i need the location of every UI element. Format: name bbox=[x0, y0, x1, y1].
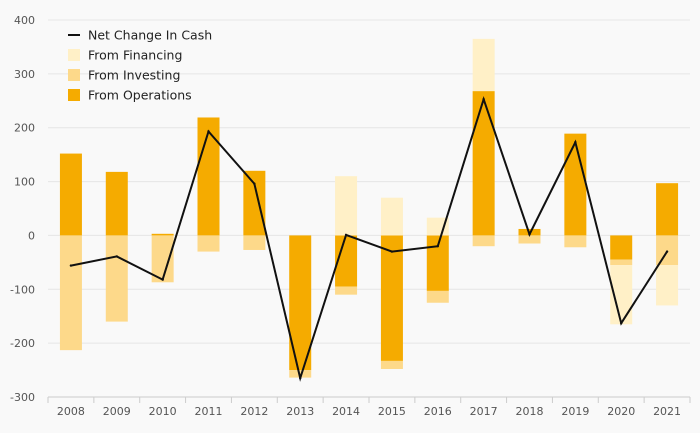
bar-from-investing-2017 bbox=[472, 235, 495, 247]
x-tick-label: 2008 bbox=[57, 405, 85, 418]
bar-from-operations-2020 bbox=[610, 235, 633, 260]
y-tick-label: 100 bbox=[14, 176, 35, 189]
bar-from-investing-2016 bbox=[426, 290, 449, 303]
net-change-point-2017 bbox=[482, 97, 485, 101]
y-tick-label: 300 bbox=[14, 68, 35, 81]
x-tick-label: 2014 bbox=[332, 405, 360, 418]
bar-from-investing-2021 bbox=[656, 235, 679, 266]
net-change-point-2010 bbox=[161, 278, 164, 281]
bar-from-financing-2015 bbox=[380, 197, 403, 236]
bar-from-operations-2009 bbox=[105, 171, 128, 236]
bar-from-investing-2008 bbox=[59, 235, 82, 351]
net-change-point-2014 bbox=[344, 233, 348, 237]
bar-from-investing-2011 bbox=[197, 235, 220, 252]
x-tick-label: 2019 bbox=[561, 405, 589, 418]
net-change-point-2015 bbox=[390, 250, 394, 253]
bar-from-investing-2014 bbox=[335, 286, 358, 295]
bar-from-operations-2012 bbox=[243, 170, 266, 236]
net-change-point-2009 bbox=[115, 255, 118, 258]
x-tick-label: 2017 bbox=[470, 405, 498, 418]
y-tick-label: -200 bbox=[10, 337, 35, 350]
x-tick-label: 2013 bbox=[286, 405, 314, 418]
bar-from-operations-2015 bbox=[380, 235, 403, 361]
legend-swatch-investing bbox=[68, 69, 80, 81]
net-change-point-2016 bbox=[436, 245, 439, 248]
net-change-line-layer bbox=[69, 95, 669, 382]
legend-swatch-operations bbox=[68, 89, 80, 101]
y-tick-label: 0 bbox=[28, 229, 35, 242]
bar-from-operations-2013 bbox=[289, 235, 312, 371]
net-change-point-2018 bbox=[528, 233, 531, 236]
legend-label-financing: From Financing bbox=[88, 48, 182, 63]
net-change-point-2020 bbox=[620, 322, 623, 325]
x-tick-label: 2010 bbox=[149, 405, 177, 418]
bar-from-operations-2021 bbox=[656, 183, 679, 236]
x-tick-label: 2016 bbox=[424, 405, 452, 418]
x-tick-label: 2020 bbox=[607, 405, 635, 418]
bar-from-operations-2014 bbox=[335, 235, 358, 287]
bar-from-financing-2017 bbox=[472, 38, 495, 92]
x-tick-label: 2015 bbox=[378, 405, 406, 418]
bar-from-operations-2008 bbox=[59, 153, 82, 236]
x-tick-label: 2018 bbox=[516, 405, 544, 418]
x-tick-label: 2009 bbox=[103, 405, 131, 418]
bar-from-investing-2009 bbox=[105, 235, 128, 322]
legend: Net Change In Cash From Financing From Inv… bbox=[68, 28, 212, 103]
bar-from-financing-2021 bbox=[656, 265, 679, 306]
bar-from-operations-2010 bbox=[151, 233, 174, 236]
bar-from-operations-2017 bbox=[472, 91, 495, 236]
bar-from-financing-2014 bbox=[335, 176, 358, 236]
legend-label-net-change: Net Change In Cash bbox=[88, 28, 212, 43]
bar-from-operations-2016 bbox=[426, 235, 449, 291]
net-change-point-2021 bbox=[665, 250, 669, 253]
net-change-point-2019 bbox=[574, 141, 577, 144]
bars bbox=[59, 38, 679, 378]
bar-from-investing-2010 bbox=[151, 235, 174, 283]
y-tick-label: 200 bbox=[14, 122, 35, 135]
y-tick-label: -100 bbox=[10, 283, 35, 296]
bar-from-investing-2019 bbox=[564, 235, 587, 248]
y-tick-label: 400 bbox=[14, 14, 35, 27]
legend-label-operations: From Operations bbox=[88, 88, 192, 103]
x-tick-label: 2012 bbox=[240, 405, 268, 418]
legend-label-investing: From Investing bbox=[88, 68, 180, 83]
axes: 400 300 200 100 0 -100 -200 -300 2008 2009 2010 201… bbox=[10, 14, 691, 418]
bar-from-investing-2018 bbox=[518, 235, 541, 244]
legend-swatch-financing bbox=[68, 49, 80, 61]
bar-from-investing-2020 bbox=[610, 259, 633, 266]
bar-from-investing-2015 bbox=[380, 360, 403, 369]
bar-from-operations-2019 bbox=[564, 133, 587, 236]
y-tick-label: -300 bbox=[10, 391, 35, 404]
net-change-point-2012 bbox=[253, 182, 256, 185]
bar-from-operations-2011 bbox=[197, 117, 220, 236]
x-tick-label: 2021 bbox=[653, 405, 681, 418]
bar-from-investing-2012 bbox=[243, 235, 266, 250]
x-tick-label: 2011 bbox=[195, 405, 223, 418]
bar-from-financing-2020 bbox=[610, 265, 633, 325]
net-change-point-2011 bbox=[207, 130, 210, 133]
net-change-point-2008 bbox=[69, 264, 73, 267]
net-change-line bbox=[70, 95, 668, 382]
net-change-point-2013 bbox=[299, 376, 302, 380]
